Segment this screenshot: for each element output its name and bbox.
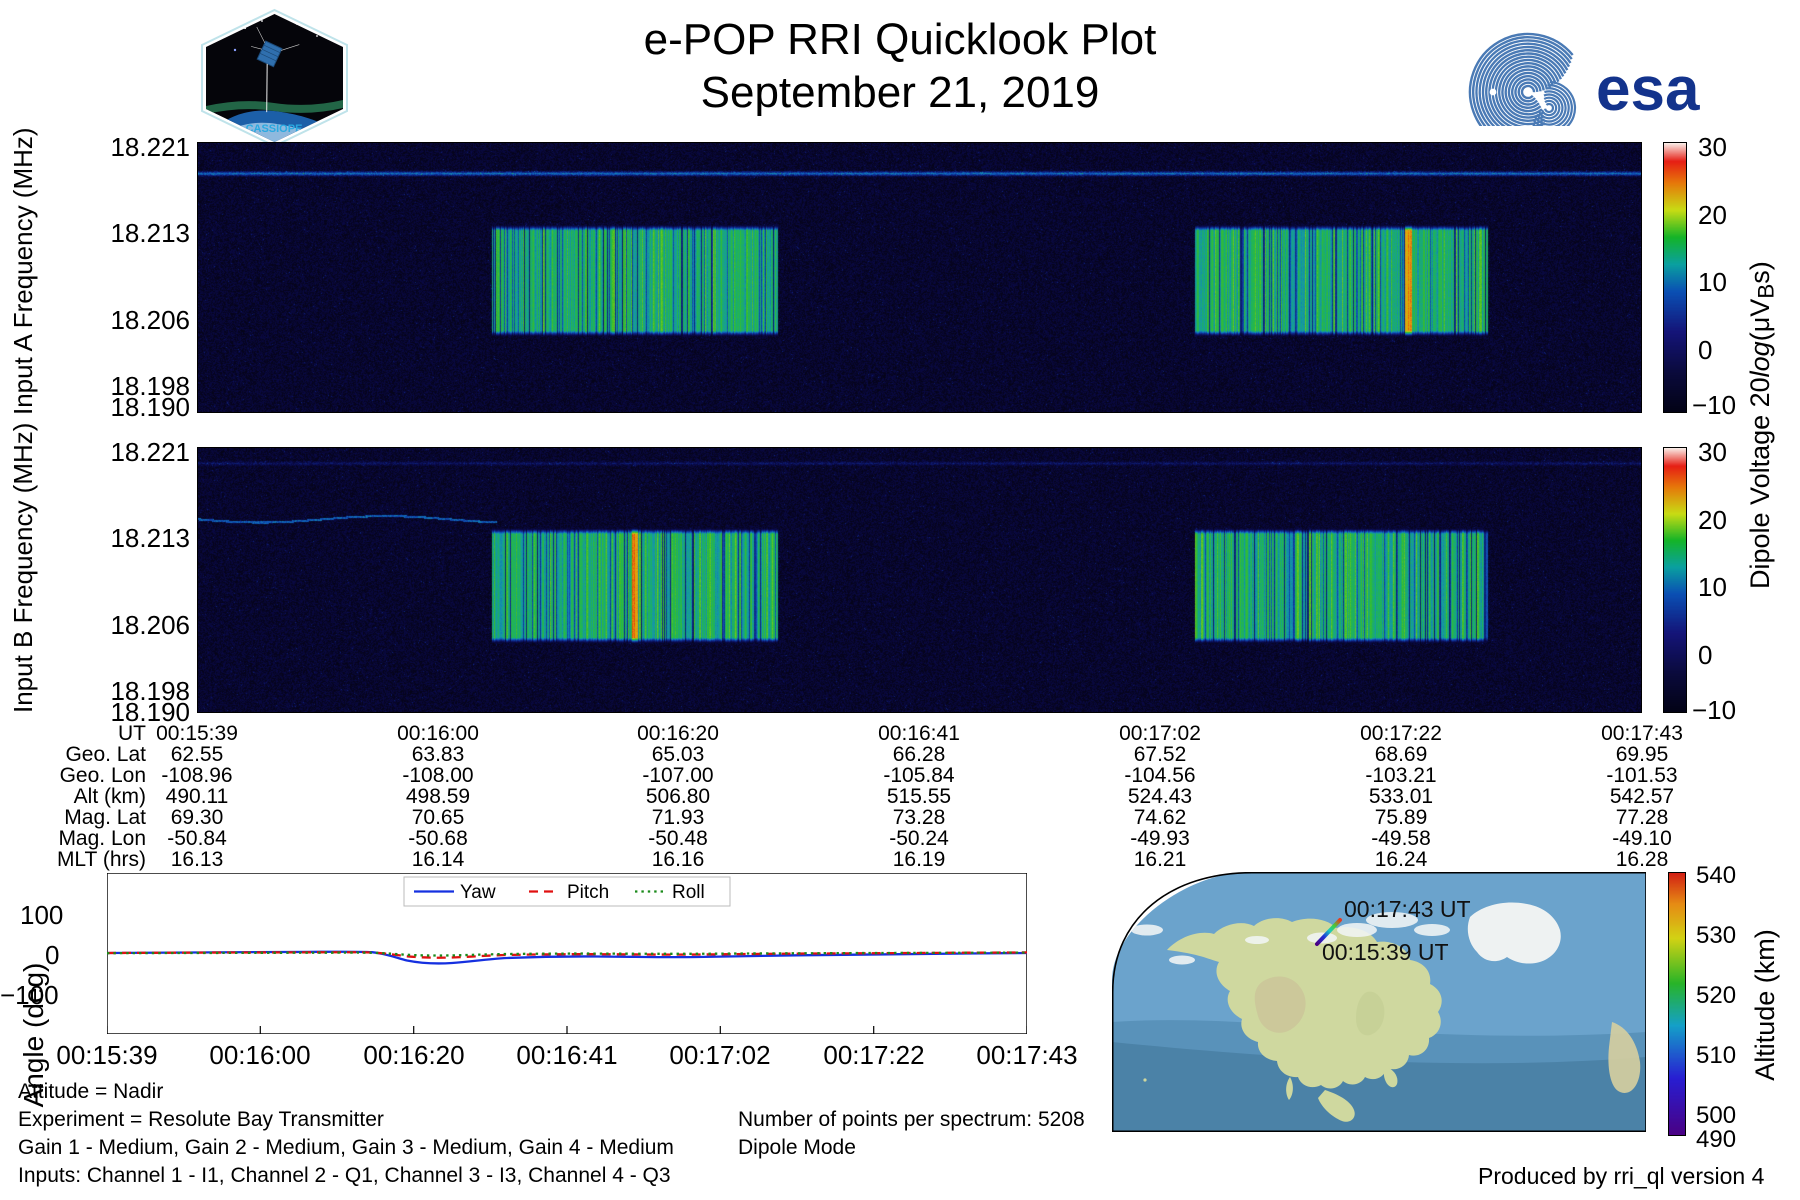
svg-text:Roll: Roll <box>672 882 705 903</box>
svg-text:00:15:39 UT: 00:15:39 UT <box>1322 939 1449 965</box>
svg-text:Yaw: Yaw <box>460 882 496 903</box>
svg-text:esa: esa <box>1596 55 1700 124</box>
svg-text:00:17:43 UT: 00:17:43 UT <box>1344 896 1471 922</box>
svg-text:Pitch: Pitch <box>567 882 609 903</box>
